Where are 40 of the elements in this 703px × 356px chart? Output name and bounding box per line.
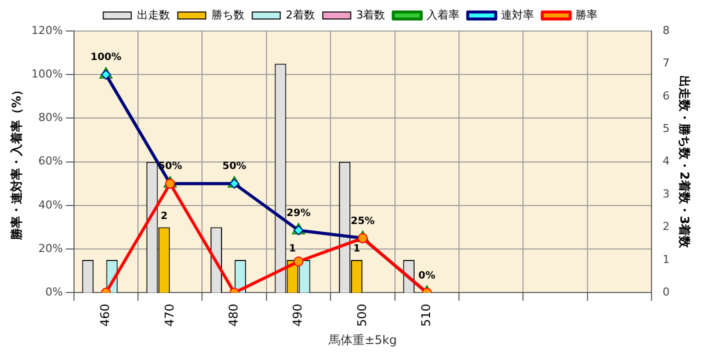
x-tick-label: 460	[98, 304, 112, 327]
data-label: 29%	[286, 208, 310, 219]
y2-tick-label: 7	[662, 56, 670, 70]
y-tick-label: 0%	[45, 286, 63, 299]
x-tick-label: 500	[354, 304, 369, 327]
x-tick-label: 510	[419, 304, 434, 327]
x-tick-label: 480	[226, 304, 240, 327]
y2-tick-label: 4	[662, 154, 670, 168]
y2-tick-label: 3	[662, 187, 670, 200]
x-tick-label: 490	[290, 304, 305, 327]
data-label: 100%	[90, 52, 122, 64]
y2-axis-title: 出走数・勝ち数・2着数・3着数	[678, 75, 692, 250]
legend-label: 3着数	[356, 8, 386, 22]
y2-tick-label: 8	[662, 24, 670, 37]
legend-label: 入着率	[426, 8, 460, 22]
x-tick-label: 470	[162, 304, 176, 327]
x-axis-title: 馬体重±5kg	[328, 332, 397, 347]
legend-label: 2着数	[286, 8, 315, 22]
legend-label: 連対率	[501, 8, 534, 22]
legend-label: 勝ち数	[211, 8, 244, 22]
y-tick-label: 80%	[38, 111, 63, 124]
y2-tick-label: 6	[662, 89, 670, 102]
y-tick-label: 40%	[38, 198, 63, 212]
y-tick-label: 100%	[31, 67, 63, 80]
y2-tick-label: 1	[662, 252, 670, 266]
data-label: 25%	[350, 216, 375, 227]
y-axis-title: 勝率・連対率・入着率（%）	[9, 84, 24, 241]
y-tick-label: 60%	[38, 154, 63, 168]
y2-tick-label: 0	[662, 286, 670, 299]
data-label: 1	[353, 244, 360, 255]
data-label: 50%	[222, 161, 246, 172]
data-label: 2	[160, 210, 168, 222]
legend-label: 勝率	[576, 8, 598, 22]
data-label: 0%	[418, 270, 436, 282]
y-tick-label: 120%	[31, 24, 63, 37]
legend-label: 出走数	[136, 8, 170, 22]
y2-tick-label: 2	[662, 220, 670, 234]
y2-tick-label: 5	[662, 122, 670, 135]
data-label: 1	[289, 244, 296, 255]
y-tick-label: 20%	[38, 242, 63, 255]
